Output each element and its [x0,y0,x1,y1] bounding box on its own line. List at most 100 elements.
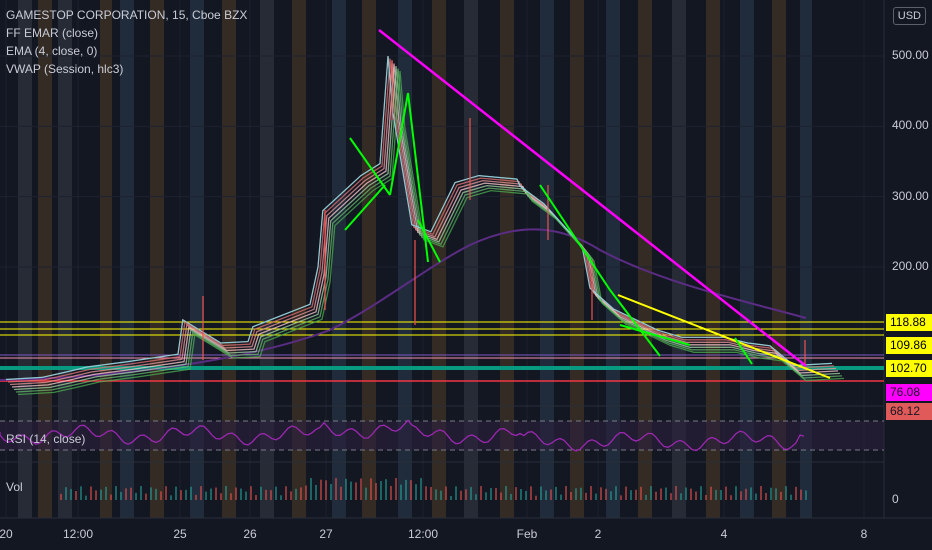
volume-bar [715,489,717,500]
volume-bar [790,494,792,500]
volume-bar [190,486,192,500]
volume-bar [70,489,72,500]
price-badge: 118.88 [886,314,932,331]
volume-bar [755,493,757,500]
volume-bar [660,488,662,500]
y-tick-label: 300.00 [892,188,929,203]
session-band-22 [740,0,754,518]
rsi-pane-label[interactable]: RSI (14, close) [6,432,86,446]
indicator-ff-emar[interactable]: FF EMAR (close) [6,26,99,40]
volume-bar [485,492,487,500]
session-band-4 [120,0,134,518]
volume-bar [475,494,477,500]
session-band-17 [570,0,584,518]
volume-bar [560,494,562,500]
volume-bar [405,479,407,500]
volume-bar [735,486,737,500]
volume-bar [345,478,347,500]
yellow-trendline [617,294,831,379]
volume-bar [275,486,277,500]
volume-bar [390,485,392,500]
volume-bar [185,489,187,500]
x-tick-label: 26 [243,527,257,541]
volume-bar [730,495,732,500]
session-band-5 [150,0,164,518]
volume-bar [235,487,237,500]
volume-bar [395,478,397,500]
green-segment-7 [619,324,691,346]
volume-bar [605,488,607,500]
volume-bar [545,490,547,500]
session-band-11 [362,0,376,518]
volume-bar [775,488,777,500]
volume-bar [125,488,127,500]
volume-bar [805,490,807,500]
indicator-vwap[interactable]: VWAP (Session, hlc3) [6,62,124,76]
session-band-6 [190,0,204,518]
volume-bar [580,487,582,500]
volume-bar [595,493,597,500]
volume-bar [220,493,222,500]
volume-bar [240,488,242,500]
volume-bar [575,488,577,500]
session-band-10 [332,0,346,518]
volume-bar [465,489,467,500]
volume-bar [635,489,637,500]
volume-bar [65,487,67,500]
volume-bar [160,491,162,500]
volume-bar [750,487,752,500]
volume-bar [365,487,367,500]
x-tick-label: 4 [720,527,728,541]
volume-bar [305,485,307,500]
volume-bar [650,486,652,500]
volume-bar [100,489,102,500]
symbol-title[interactable]: GAMESTOP CORPORATION, 15, Cboe BZX [6,8,248,22]
volume-bar [210,488,212,500]
volume-bar [490,488,492,500]
price-badge: 76.08 [886,384,932,401]
session-band-24 [800,0,812,518]
volume-pane-label[interactable]: Vol [6,480,23,494]
volume-bar [425,486,427,500]
volume-bar [760,486,762,500]
volume-bar [460,490,462,500]
volume-bar [780,491,782,500]
currency-button[interactable]: USD [892,7,926,25]
volume-bar [415,484,417,500]
volume-bar [720,490,722,500]
volume-bar [710,486,712,500]
volume-bar [380,481,382,500]
volume-bar [495,487,497,500]
ema-ribbon-1 [7,58,835,383]
volume-bar [135,492,137,500]
volume-bar [295,488,297,500]
volume-bar [285,486,287,500]
volume-bar [245,491,247,500]
ema-ribbon-6 [17,70,845,396]
volume-bar [155,488,157,500]
session-band-18 [606,0,620,518]
session-band-8 [260,0,274,518]
x-tick-label: 8 [860,527,868,541]
volume-zero-label: 0 [892,492,899,506]
volume-bar [250,486,252,500]
rsi-line [0,419,805,452]
volume-bar [165,486,167,500]
volume-bar [680,493,682,500]
x-tick-label: 20 [0,527,13,541]
indicator-ema[interactable]: EMA (4, close, 0) [6,44,98,58]
volume-bar [270,490,272,500]
volume-bar [610,491,612,500]
volume-bar [675,486,677,500]
volume-bar [115,486,117,500]
green-segment-6 [609,289,661,357]
green-segment-5 [539,184,611,291]
volume-bar [515,487,517,500]
volume-bar [350,481,352,500]
volume-bar [570,491,572,500]
volume-bar [435,489,437,500]
volume-bar [200,486,202,500]
volume-bar [670,493,672,500]
price-badge: 102.70 [886,360,932,377]
y-tick-label: 500.00 [892,48,929,62]
